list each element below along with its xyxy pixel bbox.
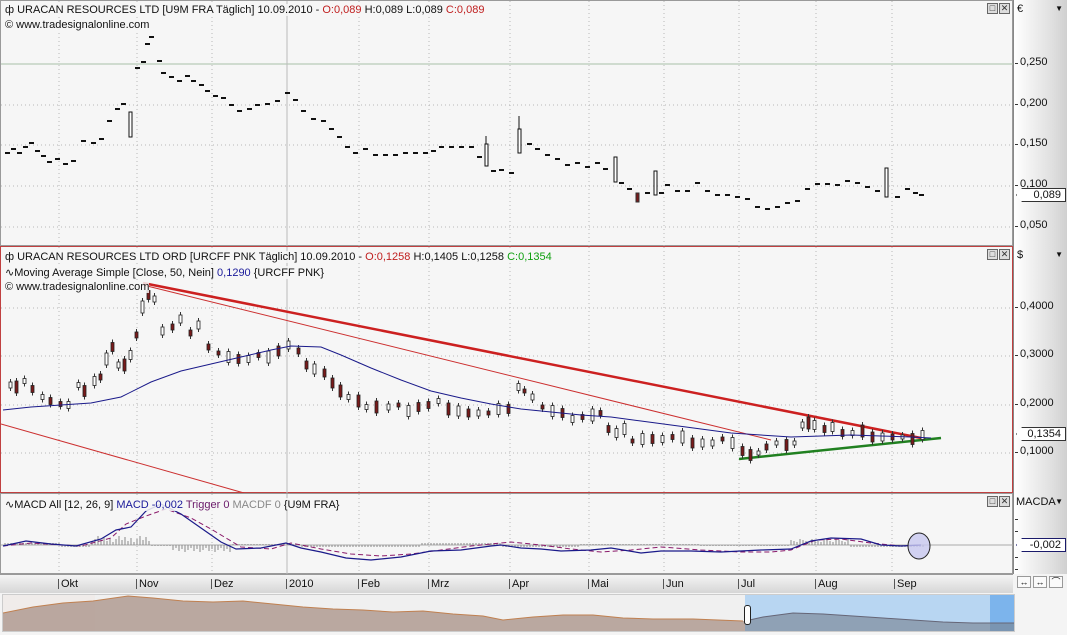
last-price-tag: 0,089 <box>1016 188 1066 202</box>
last-macd-tag: -0,002 <box>1016 538 1066 552</box>
top-price-pane[interactable]: ф URACAN RESOURCES LTD [U9M FRA Täglich]… <box>0 0 1014 247</box>
navigator-overview-chart <box>3 595 1014 631</box>
axis-menu-dropdown-icon[interactable]: ▼ <box>1055 497 1063 506</box>
candlestick-icon: ф <box>5 251 18 263</box>
macd-pane[interactable]: ∿MACD All [12, 26, 9] MACD -0,002 Trigge… <box>0 493 1014 575</box>
indicator-wave-icon: ∿ <box>5 499 15 511</box>
scroll-arrows-icon[interactable]: ↔ <box>1017 576 1031 588</box>
navigator-range-handle[interactable] <box>744 605 751 625</box>
top-price-axis[interactable]: € ▼ 0,250 0,200 0,150 0,100 0,050 0,089 <box>1013 0 1067 246</box>
macd-axis[interactable]: MACDA ▼ -0,002 <box>1013 493 1067 574</box>
top-legend: ф URACAN RESOURCES LTD [U9M FRA Täglich]… <box>5 4 485 16</box>
chart-type-icon[interactable]: ⌒ <box>1049 576 1063 588</box>
middle-price-pane[interactable]: ф URACAN RESOURCES LTD ORD [URCFF PNK Tä… <box>0 246 1014 494</box>
range-navigator[interactable] <box>2 594 1015 632</box>
zoom-range-icon[interactable]: ↔ <box>1033 576 1047 588</box>
close-pane-button[interactable]: ✕ <box>999 496 1010 507</box>
maximize-pane-button[interactable]: □ <box>987 249 998 260</box>
macd-legend[interactable]: ∿MACD All [12, 26, 9] MACD -0,002 Trigge… <box>5 498 340 511</box>
indicator-wave-icon: ∿ <box>5 267 15 279</box>
currency-unit: € <box>1017 3 1024 15</box>
axis-menu-dropdown-icon[interactable]: ▼ <box>1055 250 1063 259</box>
last-price-tag: 0,1354 <box>1016 427 1066 441</box>
middle-price-axis[interactable]: $ ▼ 0,4000 0,3000 0,2000 0,1000 0,1354 <box>1013 246 1067 493</box>
axis-menu-dropdown-icon[interactable]: ▼ <box>1055 4 1063 13</box>
indicator-legend[interactable]: ∿Moving Average Simple [Close, 50, Nein]… <box>5 266 325 279</box>
time-axis[interactable]: Okt Nov Dez 2010 Feb Mrz Apr Mai Jun Jul… <box>0 574 1013 593</box>
maximize-pane-button[interactable]: □ <box>987 496 998 507</box>
macd-plot <box>1 494 1014 575</box>
copyright-text: © www.tradesignalonline.com <box>5 19 150 31</box>
middle-price-plot <box>1 247 1014 494</box>
close-pane-button[interactable]: ✕ <box>999 3 1010 14</box>
close-pane-button[interactable]: ✕ <box>999 249 1010 260</box>
navigator-tools: ↔ ↔ ⌒ <box>1017 576 1063 588</box>
candlestick-icon: ф <box>5 4 18 16</box>
copyright-text: © www.tradesignalonline.com <box>5 281 150 293</box>
middle-legend: ф URACAN RESOURCES LTD ORD [URCFF PNK Tä… <box>5 251 552 263</box>
macd-axis-unit: MACDA <box>1016 496 1056 508</box>
top-price-plot <box>1 1 1014 247</box>
currency-unit: $ <box>1017 249 1024 261</box>
maximize-pane-button[interactable]: □ <box>987 3 998 14</box>
